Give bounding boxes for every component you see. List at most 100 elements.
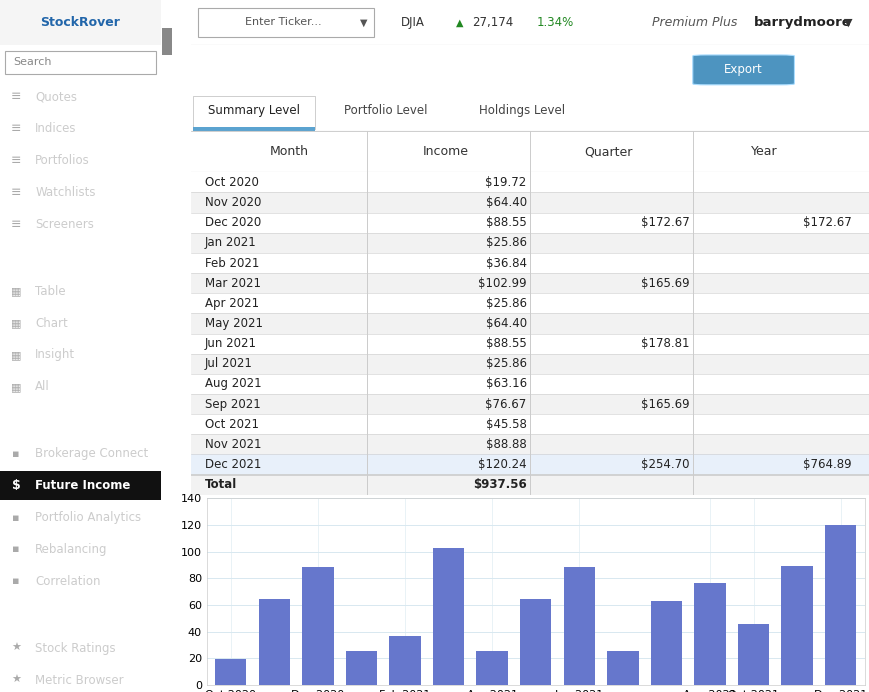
- FancyBboxPatch shape: [193, 127, 315, 131]
- Text: Metric Browser: Metric Browser: [36, 674, 124, 686]
- Text: ≡: ≡: [10, 154, 22, 167]
- Text: Stock Ratings: Stock Ratings: [36, 642, 116, 655]
- Text: $25.86: $25.86: [486, 297, 527, 310]
- Text: Dec 2020: Dec 2020: [205, 216, 261, 229]
- Text: DJIA: DJIA: [401, 16, 425, 29]
- Bar: [302, 567, 334, 685]
- FancyBboxPatch shape: [693, 55, 794, 85]
- FancyBboxPatch shape: [191, 273, 869, 293]
- Text: ▦: ▦: [10, 286, 22, 296]
- Text: ▦: ▦: [10, 318, 22, 328]
- FancyBboxPatch shape: [191, 475, 869, 495]
- Text: ▼: ▼: [844, 17, 852, 28]
- FancyBboxPatch shape: [193, 95, 315, 129]
- Text: Correlation: Correlation: [36, 575, 101, 588]
- Text: $64.40: $64.40: [486, 196, 527, 209]
- Text: Watchlists: Watchlists: [36, 186, 96, 199]
- Text: $19.72: $19.72: [486, 176, 527, 189]
- Text: Oct 2020: Oct 2020: [205, 176, 259, 189]
- FancyBboxPatch shape: [191, 394, 869, 414]
- Text: $64.40: $64.40: [486, 317, 527, 330]
- Text: Oct 2021: Oct 2021: [205, 418, 259, 430]
- Text: Export: Export: [724, 64, 763, 76]
- Bar: [476, 650, 507, 685]
- Text: ▪: ▪: [12, 576, 20, 586]
- Bar: [825, 525, 856, 685]
- FancyBboxPatch shape: [0, 471, 161, 500]
- Text: ★: ★: [11, 644, 21, 653]
- Text: $937.56: $937.56: [473, 478, 527, 491]
- Text: Total: Total: [205, 478, 237, 491]
- Text: Holdings Level: Holdings Level: [479, 104, 565, 118]
- Text: Rebalancing: Rebalancing: [36, 543, 108, 556]
- Text: $178.81: $178.81: [640, 337, 689, 350]
- Text: Brokerage Connect: Brokerage Connect: [36, 448, 149, 460]
- Text: ≡: ≡: [10, 218, 22, 230]
- FancyBboxPatch shape: [0, 0, 161, 45]
- Bar: [433, 547, 464, 685]
- Text: Apr 2021: Apr 2021: [205, 297, 259, 310]
- Text: Portfolio Tools: Portfolio Tools: [8, 416, 103, 428]
- Text: Dec 2021: Dec 2021: [205, 458, 261, 471]
- Text: Nov 2020: Nov 2020: [205, 196, 261, 209]
- Bar: [694, 583, 726, 685]
- Text: $88.55: $88.55: [486, 216, 527, 229]
- Bar: [259, 599, 290, 685]
- Text: ↗: ↗: [839, 63, 851, 77]
- FancyBboxPatch shape: [191, 435, 869, 455]
- Text: Search: Search: [13, 57, 51, 67]
- Text: More Goodies: More Goodies: [8, 610, 99, 623]
- Text: Quotes: Quotes: [36, 91, 77, 103]
- Text: $36.84: $36.84: [486, 257, 527, 269]
- Bar: [781, 567, 813, 685]
- Text: Mar 2021: Mar 2021: [205, 277, 261, 290]
- Bar: [651, 601, 682, 685]
- FancyBboxPatch shape: [198, 8, 375, 37]
- Text: barrydmoore: barrydmoore: [753, 16, 852, 29]
- Text: Portfolio Level: Portfolio Level: [344, 104, 428, 118]
- Text: ≡: ≡: [10, 122, 22, 135]
- Text: Month: Month: [270, 145, 309, 158]
- Bar: [520, 599, 552, 685]
- Text: Nov 2021: Nov 2021: [205, 438, 262, 451]
- Text: Jan 2021: Jan 2021: [205, 237, 256, 249]
- Text: Summary Level: Summary Level: [208, 104, 300, 118]
- Text: ▼: ▼: [361, 17, 368, 28]
- Text: Aug 2021: Aug 2021: [205, 377, 262, 390]
- Text: Sep 2021: Sep 2021: [205, 398, 261, 410]
- Text: Jun 2021: Jun 2021: [205, 337, 256, 350]
- Bar: [738, 624, 769, 685]
- Text: 1.34%: 1.34%: [537, 16, 574, 29]
- Text: $165.69: $165.69: [640, 277, 689, 290]
- Text: Portfolio Analytics: Portfolio Analytics: [36, 511, 142, 524]
- Text: Chart: Chart: [36, 317, 68, 329]
- Text: May 2021: May 2021: [205, 317, 262, 330]
- FancyBboxPatch shape: [191, 374, 869, 394]
- Text: $254.70: $254.70: [640, 458, 689, 471]
- Text: $102.99: $102.99: [478, 277, 527, 290]
- FancyBboxPatch shape: [191, 334, 869, 354]
- Text: $120.24: $120.24: [478, 458, 527, 471]
- Text: ▪: ▪: [12, 513, 20, 522]
- Text: $45.58: $45.58: [486, 418, 527, 430]
- FancyBboxPatch shape: [191, 455, 869, 475]
- FancyBboxPatch shape: [5, 51, 156, 74]
- FancyBboxPatch shape: [191, 253, 869, 273]
- Text: Future Projected Income: Future Projected Income: [205, 62, 416, 78]
- Text: Jul 2021: Jul 2021: [205, 357, 253, 370]
- Text: Layouts: Layouts: [8, 253, 60, 266]
- Text: Insight: Insight: [36, 349, 76, 361]
- Text: Future Income: Future Income: [36, 480, 130, 492]
- FancyBboxPatch shape: [191, 172, 869, 192]
- Text: Enter Ticker...: Enter Ticker...: [245, 17, 322, 28]
- Bar: [389, 636, 421, 685]
- Text: ▦: ▦: [10, 350, 22, 360]
- Bar: [216, 659, 247, 685]
- Text: ▪: ▪: [12, 449, 20, 459]
- Text: Table: Table: [36, 285, 66, 298]
- Text: All: All: [36, 381, 50, 393]
- Text: $63.16: $63.16: [486, 377, 527, 390]
- Text: $: $: [11, 480, 21, 492]
- FancyBboxPatch shape: [162, 28, 172, 55]
- Text: $172.67: $172.67: [803, 216, 852, 229]
